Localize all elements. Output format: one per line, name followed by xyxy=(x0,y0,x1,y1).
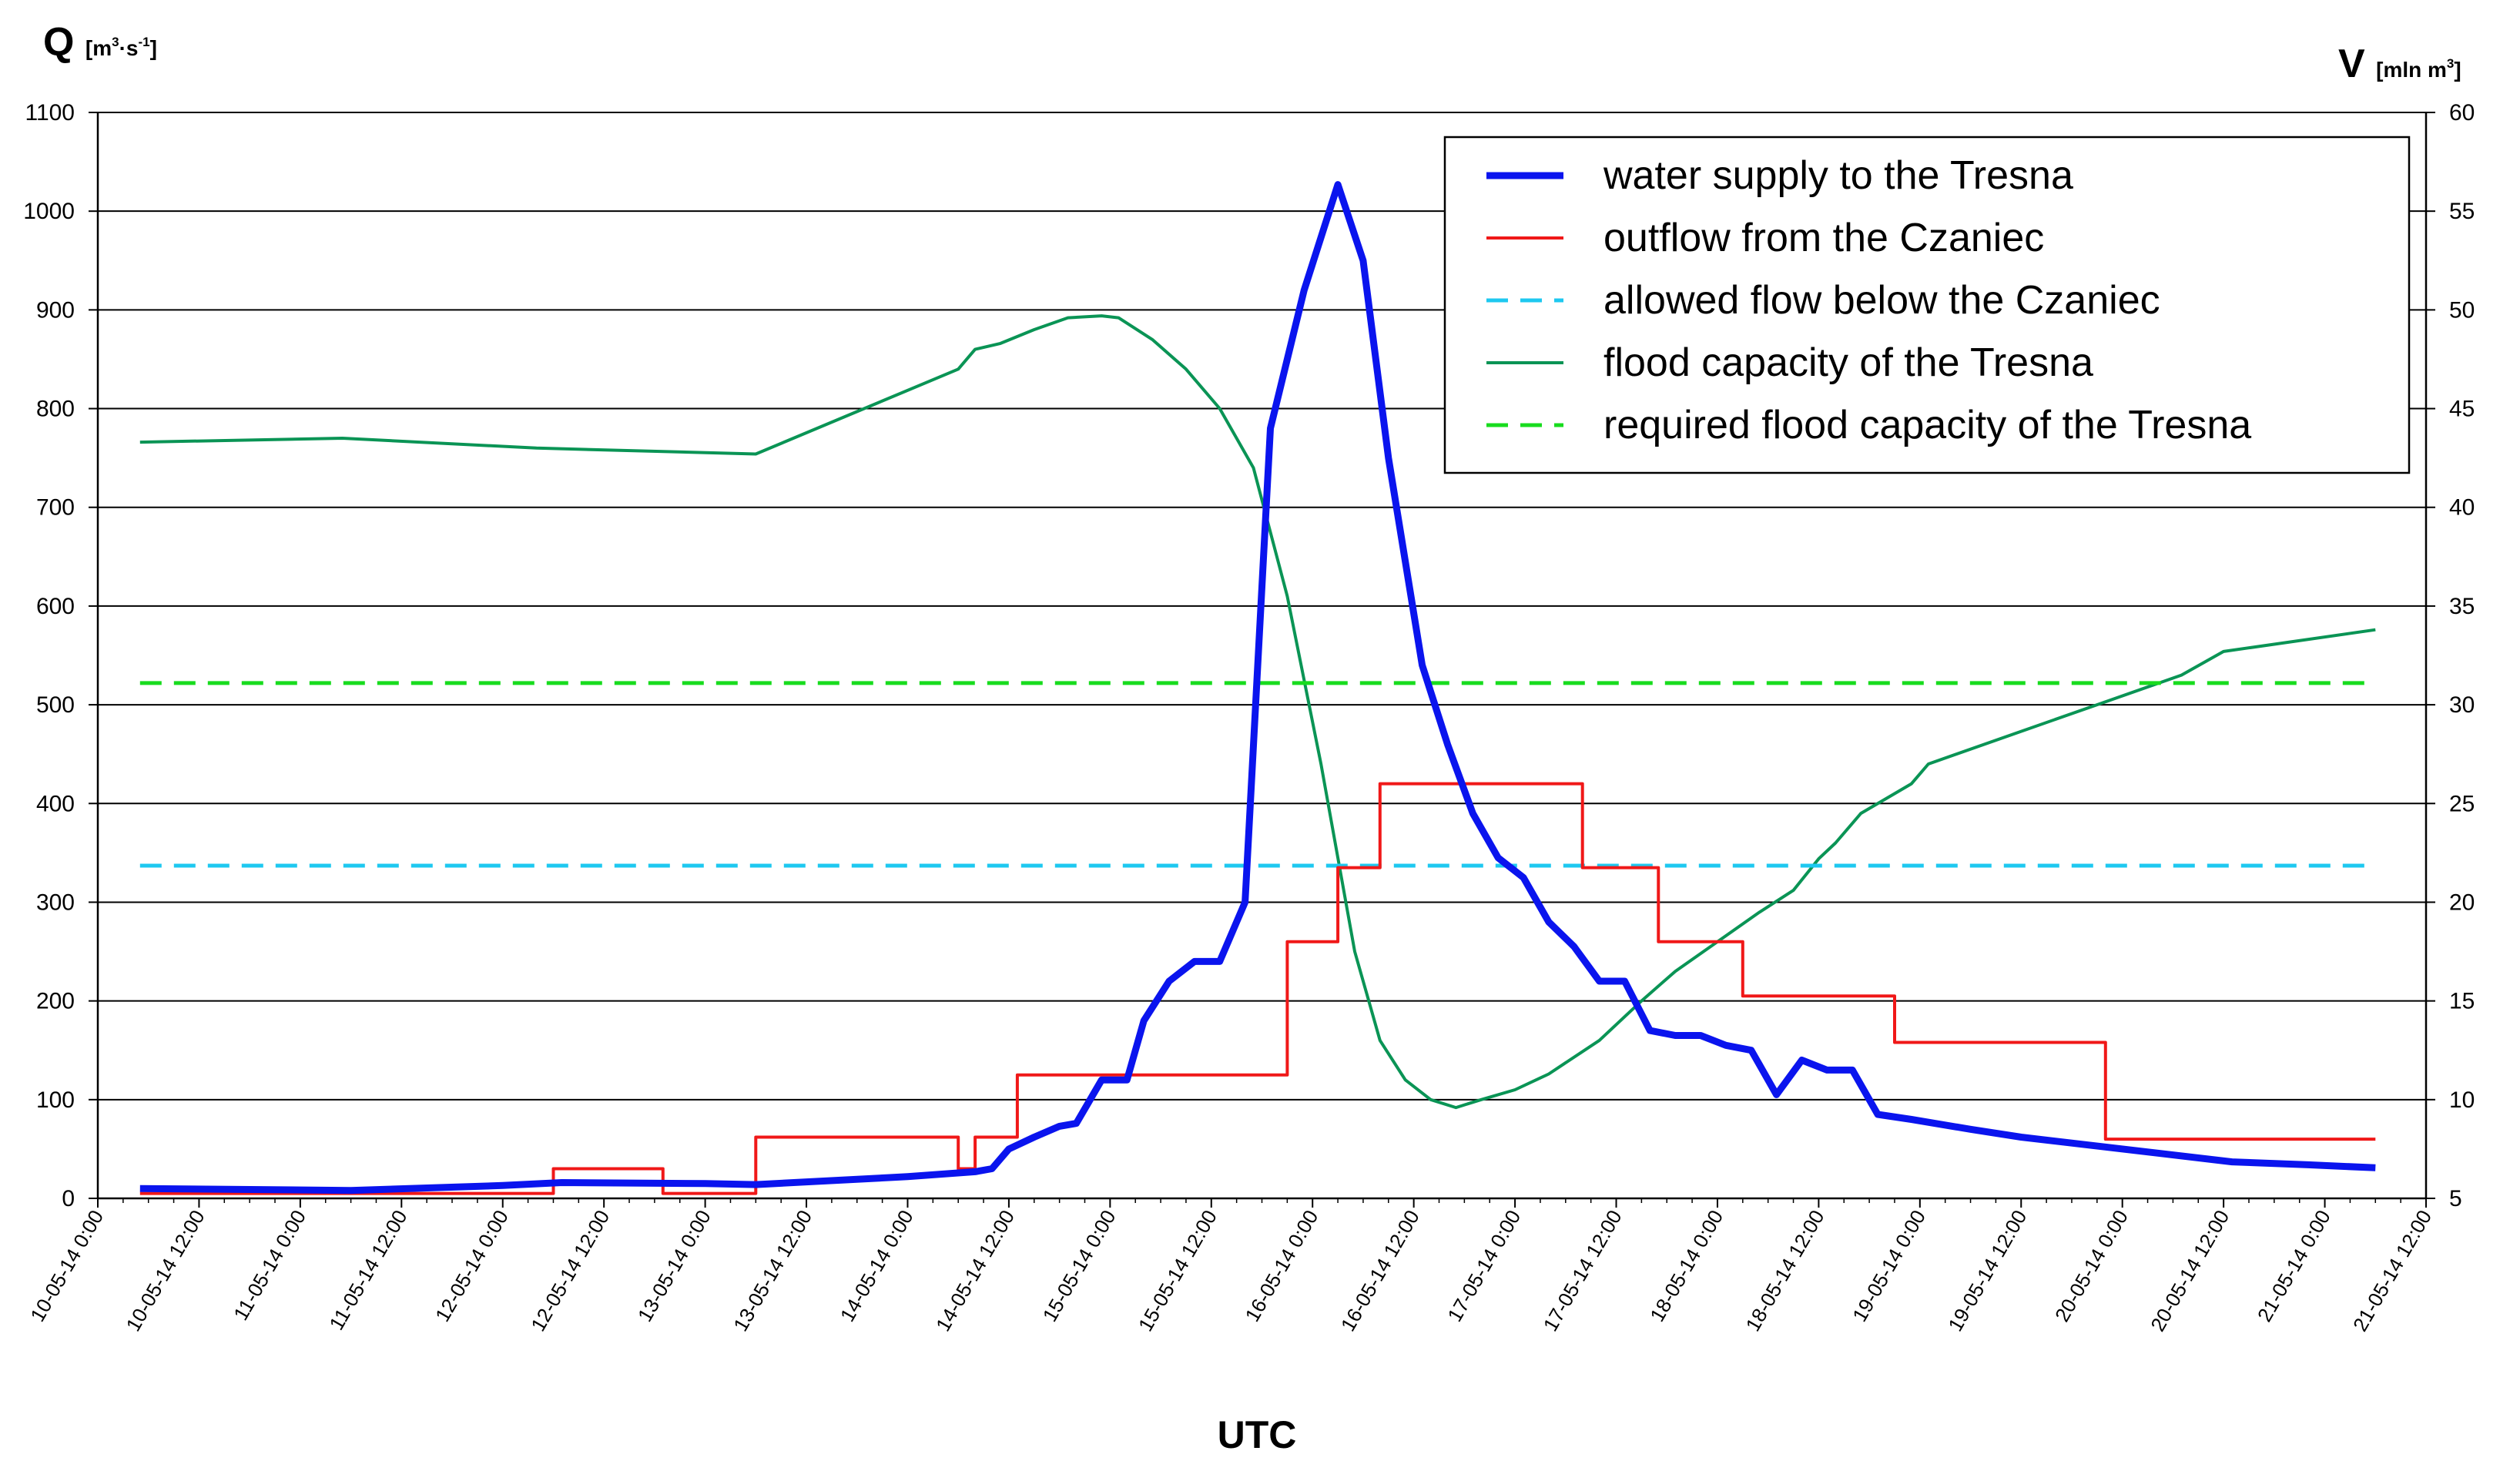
y-right-tick-label: 55 xyxy=(2449,199,2475,224)
y-right-tick-label: 45 xyxy=(2449,397,2475,422)
legend-label: flood capacity of the Tresna xyxy=(1603,340,2093,385)
legend-label: allowed flow below the Czaniec xyxy=(1603,278,2160,323)
y-right-tick-label: 50 xyxy=(2449,297,2475,323)
y-right-tick-label: 10 xyxy=(2449,1087,2475,1113)
y-right-ticks: 5 10 15 20 25 30 35 40 45 50 55 60 xyxy=(2426,100,2475,1211)
y-right-tick-label: 20 xyxy=(2449,890,2475,915)
y-left-tick-label: 100 xyxy=(36,1087,75,1113)
y-left-tick-label: 800 xyxy=(36,397,75,422)
legend-label: water supply to the Tresna xyxy=(1603,153,2073,198)
y-left-tick-label: 600 xyxy=(36,594,75,619)
y-left-tick-label: 0 xyxy=(62,1186,75,1211)
y-right-tick-label: 40 xyxy=(2449,495,2475,521)
legend-item-water-supply-to-the-tresna: water supply to the Tresna xyxy=(1486,153,2073,198)
x-axis-title: UTC xyxy=(1218,1413,1297,1456)
y-left-axis-title: Q [m3·s-1] xyxy=(43,20,157,65)
legend-item-required-flood-capacity-of-the-tresna: required flood capacity of the Tresna xyxy=(1486,403,2251,447)
y-right-tick-label: 35 xyxy=(2449,594,2475,619)
y-right-tick-label: 25 xyxy=(2449,791,2475,816)
series xyxy=(139,181,2376,1195)
y-right-axis-title: V [mln m3] xyxy=(2338,42,2461,86)
y-left-tick-label: 1100 xyxy=(25,100,75,126)
y-left-tick-label: 1000 xyxy=(23,199,75,224)
y-right-tick-label: 15 xyxy=(2449,989,2475,1014)
y-left-tick-label: 400 xyxy=(36,791,75,816)
y-right-tick-label: 30 xyxy=(2449,692,2475,718)
legend-label: outflow from the Czaniec xyxy=(1603,216,2044,260)
y-left-tick-label: 500 xyxy=(36,692,75,718)
y-left-tick-label: 900 xyxy=(36,297,75,323)
y-left-tick-label: 700 xyxy=(36,495,75,521)
legend-item-outflow-from-the-czaniec: outflow from the Czaniec xyxy=(1486,216,2044,260)
series-flood-capacity-of-the-tresna xyxy=(139,314,2376,1110)
series-outflow-from-the-czaniec xyxy=(139,782,2376,1195)
y-right-tick-label: 60 xyxy=(2449,100,2475,126)
y-left-tick-label: 200 xyxy=(36,989,75,1014)
series-water-supply-to-the-tresna xyxy=(139,181,2376,1195)
y-left-ticks: 0 100 200 300 400 500 600 700 800 900 1000 1100 xyxy=(23,100,98,1211)
legend-label: required flood capacity of the Tresna xyxy=(1603,403,2251,447)
legend-box xyxy=(1443,136,2411,474)
y-left-tick-label: 300 xyxy=(36,890,75,915)
legend-item-allowed-flow-below-the-czaniec: allowed flow below the Czaniec xyxy=(1486,278,2160,323)
y-right-tick-label: 5 xyxy=(2449,1186,2462,1211)
legend: water supply to the Tresna outflow from t… xyxy=(1443,136,2411,474)
legend-item-flood-capacity-of-the-tresna: flood capacity of the Tresna xyxy=(1486,340,2093,385)
